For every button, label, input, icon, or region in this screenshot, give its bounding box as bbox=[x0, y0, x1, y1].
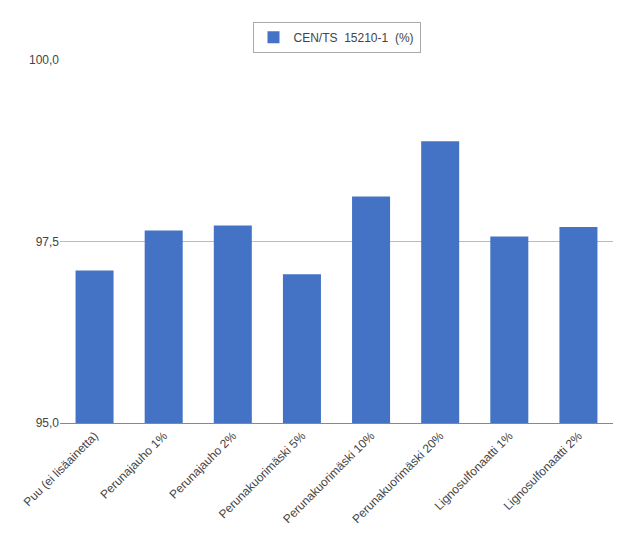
svg-text:Perunakuorimäski 20%: Perunakuorimäski 20% bbox=[349, 429, 446, 526]
svg-text:CEN/TS 15210-1 (%): CEN/TS 15210-1 (%) bbox=[294, 31, 414, 45]
svg-text:Lignosulfonaatti 2%: Lignosulfonaatti 2% bbox=[501, 429, 585, 513]
svg-text:Perunajauho 1%: Perunajauho 1% bbox=[97, 429, 170, 502]
svg-text:97,5: 97,5 bbox=[36, 235, 60, 249]
svg-text:95,0: 95,0 bbox=[36, 416, 60, 430]
svg-text:Perunakuorimäski 5%: Perunakuorimäski 5% bbox=[216, 429, 309, 522]
svg-text:Perunakuorimäski 10%: Perunakuorimäski 10% bbox=[280, 429, 377, 526]
svg-text:100,0: 100,0 bbox=[29, 53, 59, 67]
svg-text:Perunajauho 2%: Perunajauho 2% bbox=[167, 429, 240, 502]
svg-text:Puu (ei lisäainetta): Puu (ei lisäainetta) bbox=[21, 429, 101, 509]
svg-text:Lignosulfonaatti 1%: Lignosulfonaatti 1% bbox=[432, 429, 516, 513]
